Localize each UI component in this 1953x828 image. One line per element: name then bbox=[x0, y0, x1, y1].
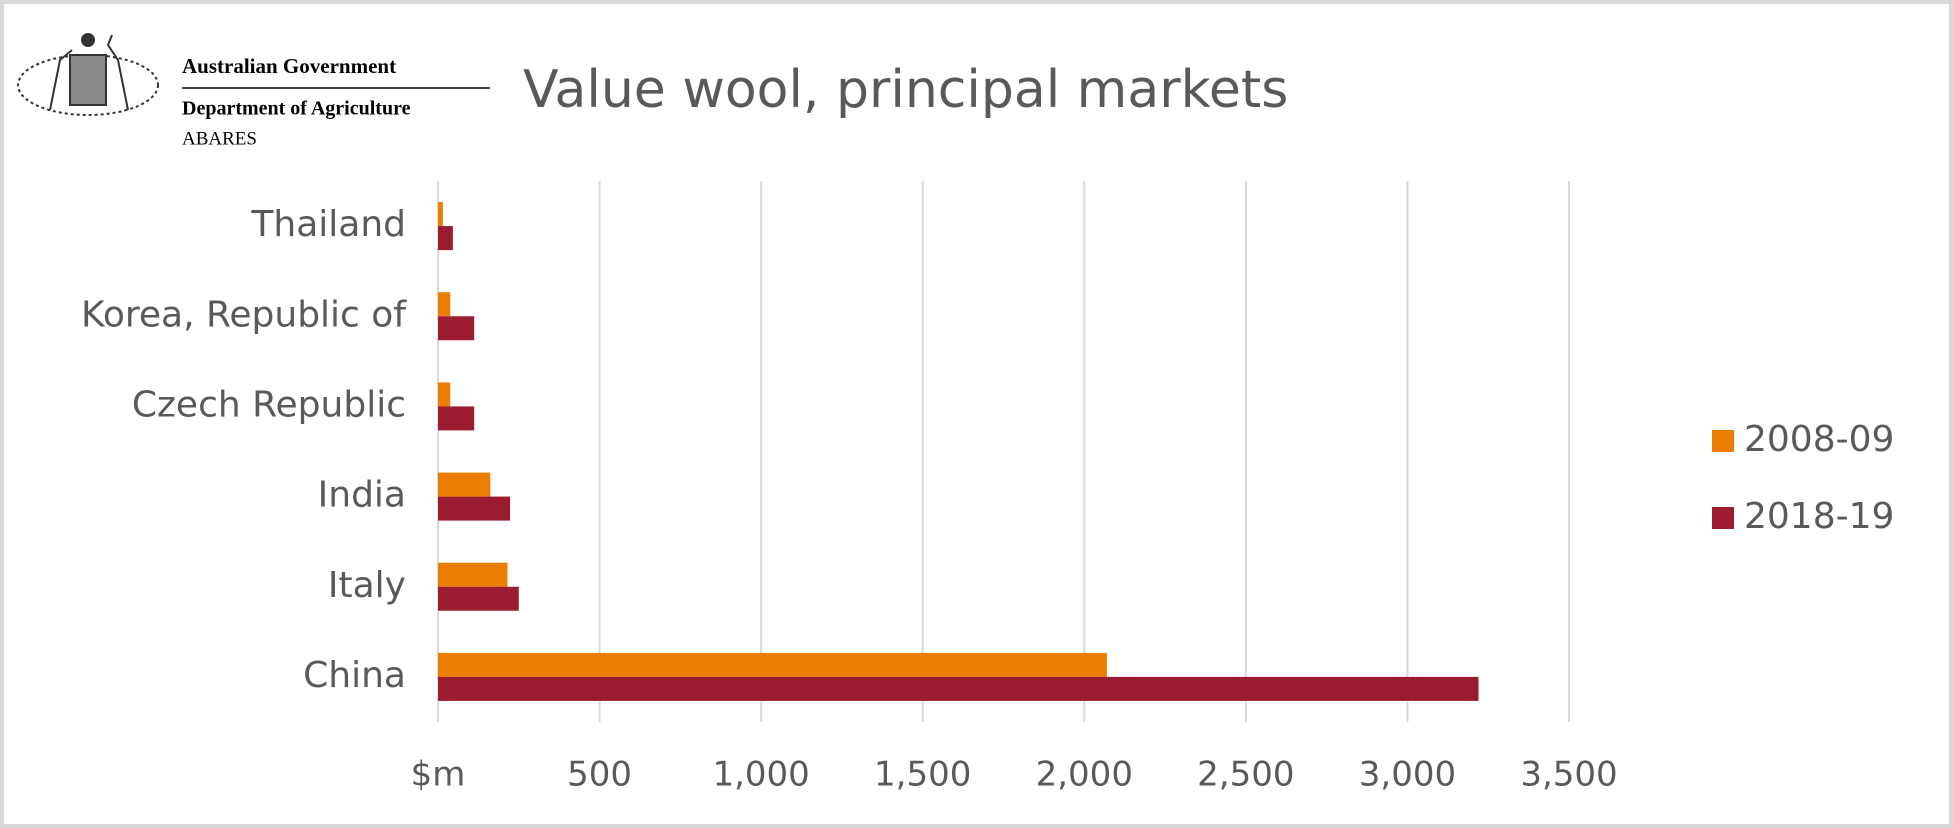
x-tick-label: $m bbox=[411, 755, 466, 795]
bar bbox=[438, 292, 451, 317]
bar bbox=[438, 676, 1479, 701]
x-tick-label: 500 bbox=[567, 755, 632, 795]
bar bbox=[438, 652, 1107, 677]
emblem bbox=[17, 33, 159, 116]
legend-swatch bbox=[1712, 507, 1734, 529]
y-tick-label: Czech Republic bbox=[132, 384, 406, 425]
bar bbox=[438, 202, 443, 227]
x-tick-label: 1,500 bbox=[874, 755, 971, 795]
y-tick-label: China bbox=[303, 655, 406, 696]
legend-swatch bbox=[1712, 430, 1734, 452]
x-tick-label: 2,000 bbox=[1036, 755, 1133, 795]
y-tick-label: Korea, Republic of bbox=[81, 294, 407, 335]
bar bbox=[438, 406, 475, 431]
y-tick-label: Thailand bbox=[250, 204, 406, 245]
bar bbox=[438, 496, 511, 521]
bar bbox=[438, 316, 475, 341]
x-tick-label: 1,000 bbox=[712, 755, 809, 795]
logo-line: ABARES bbox=[182, 128, 257, 149]
y-tick-label: Italy bbox=[328, 565, 406, 606]
bar bbox=[438, 226, 453, 251]
bar bbox=[438, 586, 519, 611]
logo-line: Australian Government bbox=[182, 54, 396, 78]
chart-title: Value wool, principal markets bbox=[523, 60, 1288, 120]
x-tick-label: 3,500 bbox=[1520, 755, 1617, 795]
logo-line: Department of Agriculture bbox=[182, 98, 411, 120]
bar bbox=[438, 562, 508, 587]
legend-label: 2008-09 bbox=[1744, 419, 1894, 460]
y-tick-label: India bbox=[318, 475, 406, 516]
legend-label: 2018-19 bbox=[1744, 496, 1894, 537]
x-tick-label: 3,000 bbox=[1359, 755, 1456, 795]
x-tick-label: 2,500 bbox=[1197, 755, 1294, 795]
bar bbox=[438, 472, 491, 497]
bar bbox=[438, 382, 451, 407]
